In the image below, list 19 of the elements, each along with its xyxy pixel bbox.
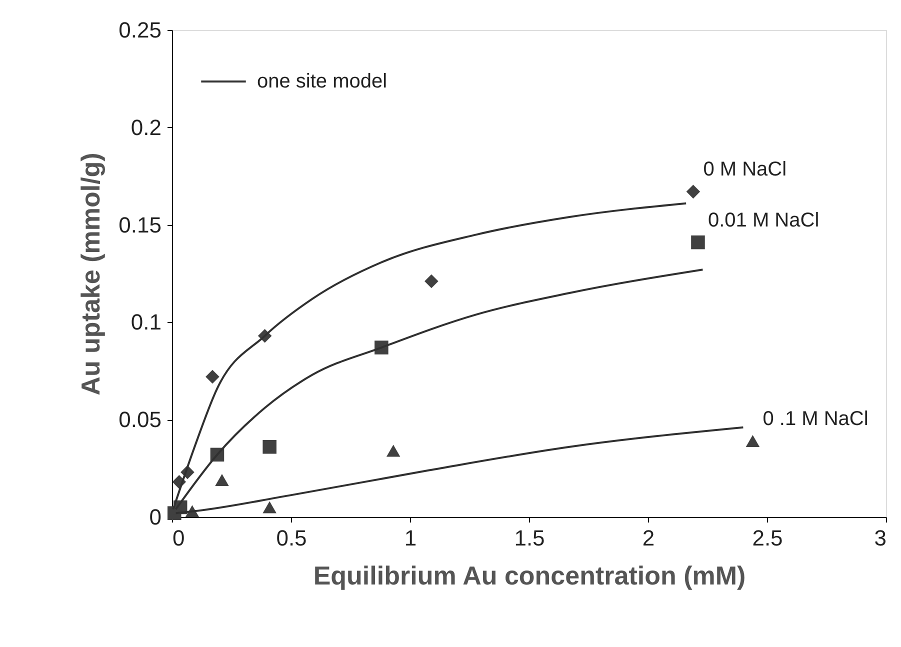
y-tick-label: 0.1	[130, 310, 162, 335]
x-tick-label: 2.5	[752, 526, 783, 550]
y-tick-label: 0	[149, 504, 162, 530]
x-tick-label: 0.5	[276, 526, 307, 550]
series-label: 0 M NaCl	[703, 158, 787, 181]
x-tick-label: 1.5	[514, 526, 545, 550]
x-tick-label: 0	[172, 526, 185, 550]
y-tick-label: 0.25	[118, 18, 162, 42]
legend-label: one site model	[257, 70, 388, 92]
x-tick-label: 2	[642, 526, 655, 550]
y-tick-label: 0.2	[130, 114, 162, 140]
x-axis-title: Equilibrium Au concentration (mM)	[313, 560, 746, 590]
y-tick-label: 0.15	[118, 212, 162, 238]
y-axis-title: Au uptake (mmol/g)	[76, 152, 106, 396]
series-label: 0 .1 M NaCl	[762, 408, 868, 430]
y-tick-label: 0.05	[118, 407, 162, 432]
x-tick-label: 3	[874, 526, 886, 550]
x-tick-label: 1	[404, 526, 417, 550]
series-label: 0.01 M NaCl	[708, 209, 820, 232]
